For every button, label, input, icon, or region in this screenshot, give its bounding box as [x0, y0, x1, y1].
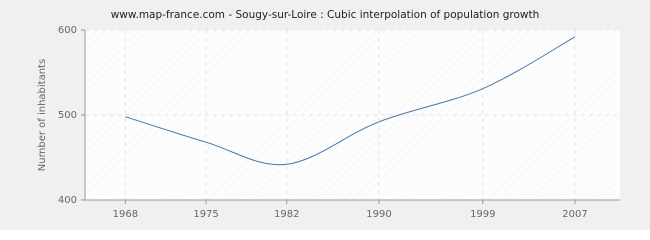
y-tick-label: 400: [58, 195, 77, 206]
x-tick-label: 1968: [113, 209, 138, 220]
chart-title: www.map-france.com - Sougy-sur-Loire : C…: [111, 9, 540, 21]
x-tick-label: 1975: [193, 209, 218, 220]
y-tick-label: 500: [58, 110, 77, 121]
x-tick-label: 1999: [470, 209, 495, 220]
x-tick-label: 1990: [366, 209, 391, 220]
x-tick-label: 1982: [274, 209, 299, 220]
chart: www.map-france.com - Sougy-sur-Loire : C…: [0, 0, 650, 230]
line: [125, 36, 576, 166]
y-tick-label: 600: [58, 25, 77, 36]
x-tick-label: 2007: [562, 209, 587, 220]
y-axis-label: Number of inhabitants: [37, 59, 48, 171]
